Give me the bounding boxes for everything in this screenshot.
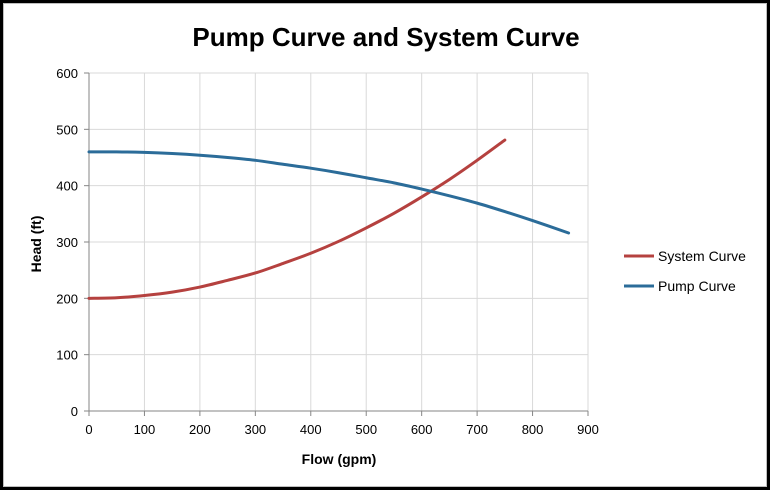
pump-curve-line <box>87 150 571 235</box>
x-axis-label: Flow (gpm) <box>302 451 377 467</box>
axes <box>84 72 589 416</box>
x-tick-label: 500 <box>355 422 377 437</box>
x-tick-label: 400 <box>300 422 322 437</box>
y-tick-label: 100 <box>56 348 78 363</box>
x-tick-label: 300 <box>244 422 266 437</box>
x-tick-label: 700 <box>466 422 488 437</box>
x-tick-label: 0 <box>85 422 92 437</box>
y-tick-label: 0 <box>71 404 78 419</box>
x-tick-label: 800 <box>522 422 544 437</box>
y-tick-label: 600 <box>56 66 78 81</box>
legend: System Curve Pump Curve <box>624 248 746 294</box>
y-tick-labels: 0 100 200 300 400 500 600 <box>56 66 78 419</box>
x-tick-label: 200 <box>189 422 211 437</box>
x-tick-label: 900 <box>577 422 599 437</box>
x-tick-label: 100 <box>134 422 156 437</box>
y-tick-label: 200 <box>56 291 78 306</box>
chart-svg: Pump Curve and System Curve 0 100 200 300 40… <box>28 22 746 467</box>
y-tick-label: 400 <box>56 179 78 194</box>
gridlines <box>89 72 589 411</box>
y-axis-label: Head (ft) <box>28 216 44 273</box>
legend-label-system-curve: System Curve <box>658 248 746 264</box>
x-tick-label: 600 <box>411 422 433 437</box>
chart-frame: Pump Curve and System Curve 0 100 200 300 40… <box>3 3 767 487</box>
x-tick-labels: 0 100 200 300 400 500 600 700 800 900 <box>85 422 598 437</box>
legend-label-pump-curve: Pump Curve <box>658 278 736 294</box>
y-tick-label: 500 <box>56 122 78 137</box>
series-lines <box>87 138 571 300</box>
y-tick-label: 300 <box>56 235 78 250</box>
chart-title: Pump Curve and System Curve <box>192 22 579 52</box>
system-curve-line <box>87 138 507 300</box>
